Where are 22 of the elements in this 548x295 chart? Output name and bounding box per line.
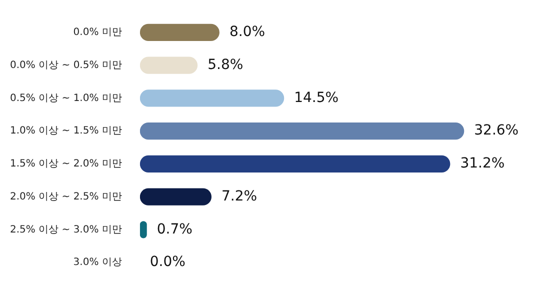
y-tick-label: 2.5% 이상 ~ 3.0% 미만 [10,224,122,236]
y-tick-label: 0.5% 이상 ~ 1.0% 미만 [10,92,122,104]
data-label: 7.2% [222,188,258,204]
y-tick-label: 0.0% 이상 ~ 0.5% 미만 [10,60,122,71]
bar [140,56,198,74]
bar [140,24,220,41]
bar [140,122,464,140]
data-label: 8.0% [229,24,266,40]
y-tick-label: 3.0% 이상 [73,257,122,268]
data-label: 31.2% [460,156,505,172]
y-tick-label: 1.5% 이상 ~ 2.0% 미만 [10,158,122,170]
y-tick-label: 2.0% 이상 ~ 2.5% 미만 [10,191,122,202]
data-label: 0.0% [150,254,186,270]
data-label: 32.6% [474,122,519,139]
data-label: 0.7% [156,221,192,238]
bar [140,90,284,107]
bar [140,155,450,172]
y-tick-label: 1.0% 이상 ~ 1.5% 미만 [10,126,122,137]
data-label: 5.8% [208,56,244,73]
bar [140,188,212,206]
data-label: 14.5% [294,90,339,106]
y-tick-label: 0.0% 미만 [73,27,122,38]
